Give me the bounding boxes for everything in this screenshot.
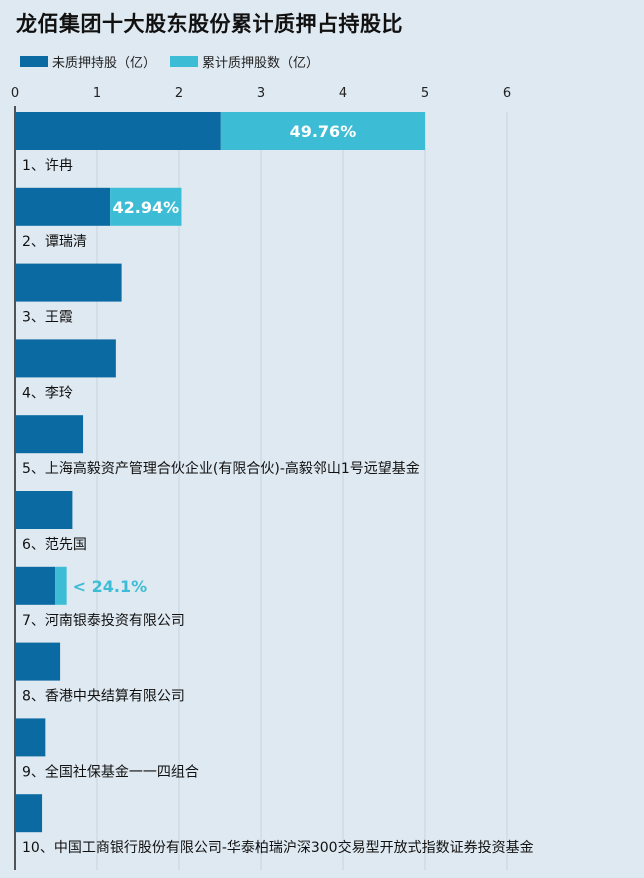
data-label: 49.76%: [290, 122, 357, 141]
category-label: 6、范先国: [22, 536, 87, 553]
data-label: 42.94%: [112, 198, 179, 217]
bar-unpledged: [15, 112, 221, 150]
x-tick-label: 2: [175, 86, 183, 101]
legend: 未质押持股（亿） 累计质押股数（亿）: [20, 52, 319, 71]
legend-swatch-unpledged: [20, 56, 48, 67]
x-tick-label: 0: [11, 86, 19, 101]
category-label: 2、谭瑞清: [22, 234, 87, 250]
data-label: < 24.1%: [73, 577, 147, 596]
bar-unpledged: [15, 187, 111, 226]
x-tick-label: 5: [421, 86, 429, 101]
bar-pledged: [110, 187, 182, 226]
category-label: 10、中国工商银行股份有限公司-华泰柏瑞沪深300交易型开放式指数证券投资基金: [22, 839, 534, 856]
chart-title: 龙佰集团十大股东股份累计质押占持股比: [16, 12, 403, 36]
category-label: 9、全国社保基金一一四组合: [22, 763, 199, 780]
x-tick-label: 4: [339, 86, 347, 101]
bar-pledged: [55, 566, 67, 605]
bar-unpledged: [15, 566, 56, 605]
x-tick-label: 3: [257, 86, 265, 101]
bar-pledged: [220, 112, 425, 150]
legend-item-pledged: 累计质押股数（亿）: [170, 52, 319, 71]
legend-item-unpledged: 未质押持股（亿）: [20, 52, 156, 71]
category-label: 1、许冉: [22, 158, 73, 174]
bar-unpledged: [15, 263, 122, 302]
category-label: 4、李玲: [22, 385, 73, 401]
legend-label-pledged: 累计质押股数（亿）: [202, 56, 320, 71]
bar-unpledged: [15, 794, 43, 833]
bar-unpledged: [15, 491, 73, 529]
bar-unpledged: [15, 339, 116, 378]
x-tick-label: 1: [93, 86, 101, 101]
x-tick-label: 6: [503, 86, 511, 101]
bar-unpledged: [15, 415, 84, 454]
bar-unpledged: [15, 718, 46, 757]
category-label: 3、王霞: [22, 310, 73, 326]
category-label: 8、香港中央结算有限公司: [22, 689, 185, 705]
bar-unpledged: [15, 642, 61, 681]
category-label: 5、上海高毅资产管理合伙企业(有限合伙)-高毅邻山1号远望基金: [22, 460, 420, 477]
legend-swatch-pledged: [170, 56, 199, 67]
category-label: 7、河南银泰投资有限公司: [22, 613, 185, 629]
legend-label-unpledged: 未质押持股（亿）: [52, 56, 157, 71]
